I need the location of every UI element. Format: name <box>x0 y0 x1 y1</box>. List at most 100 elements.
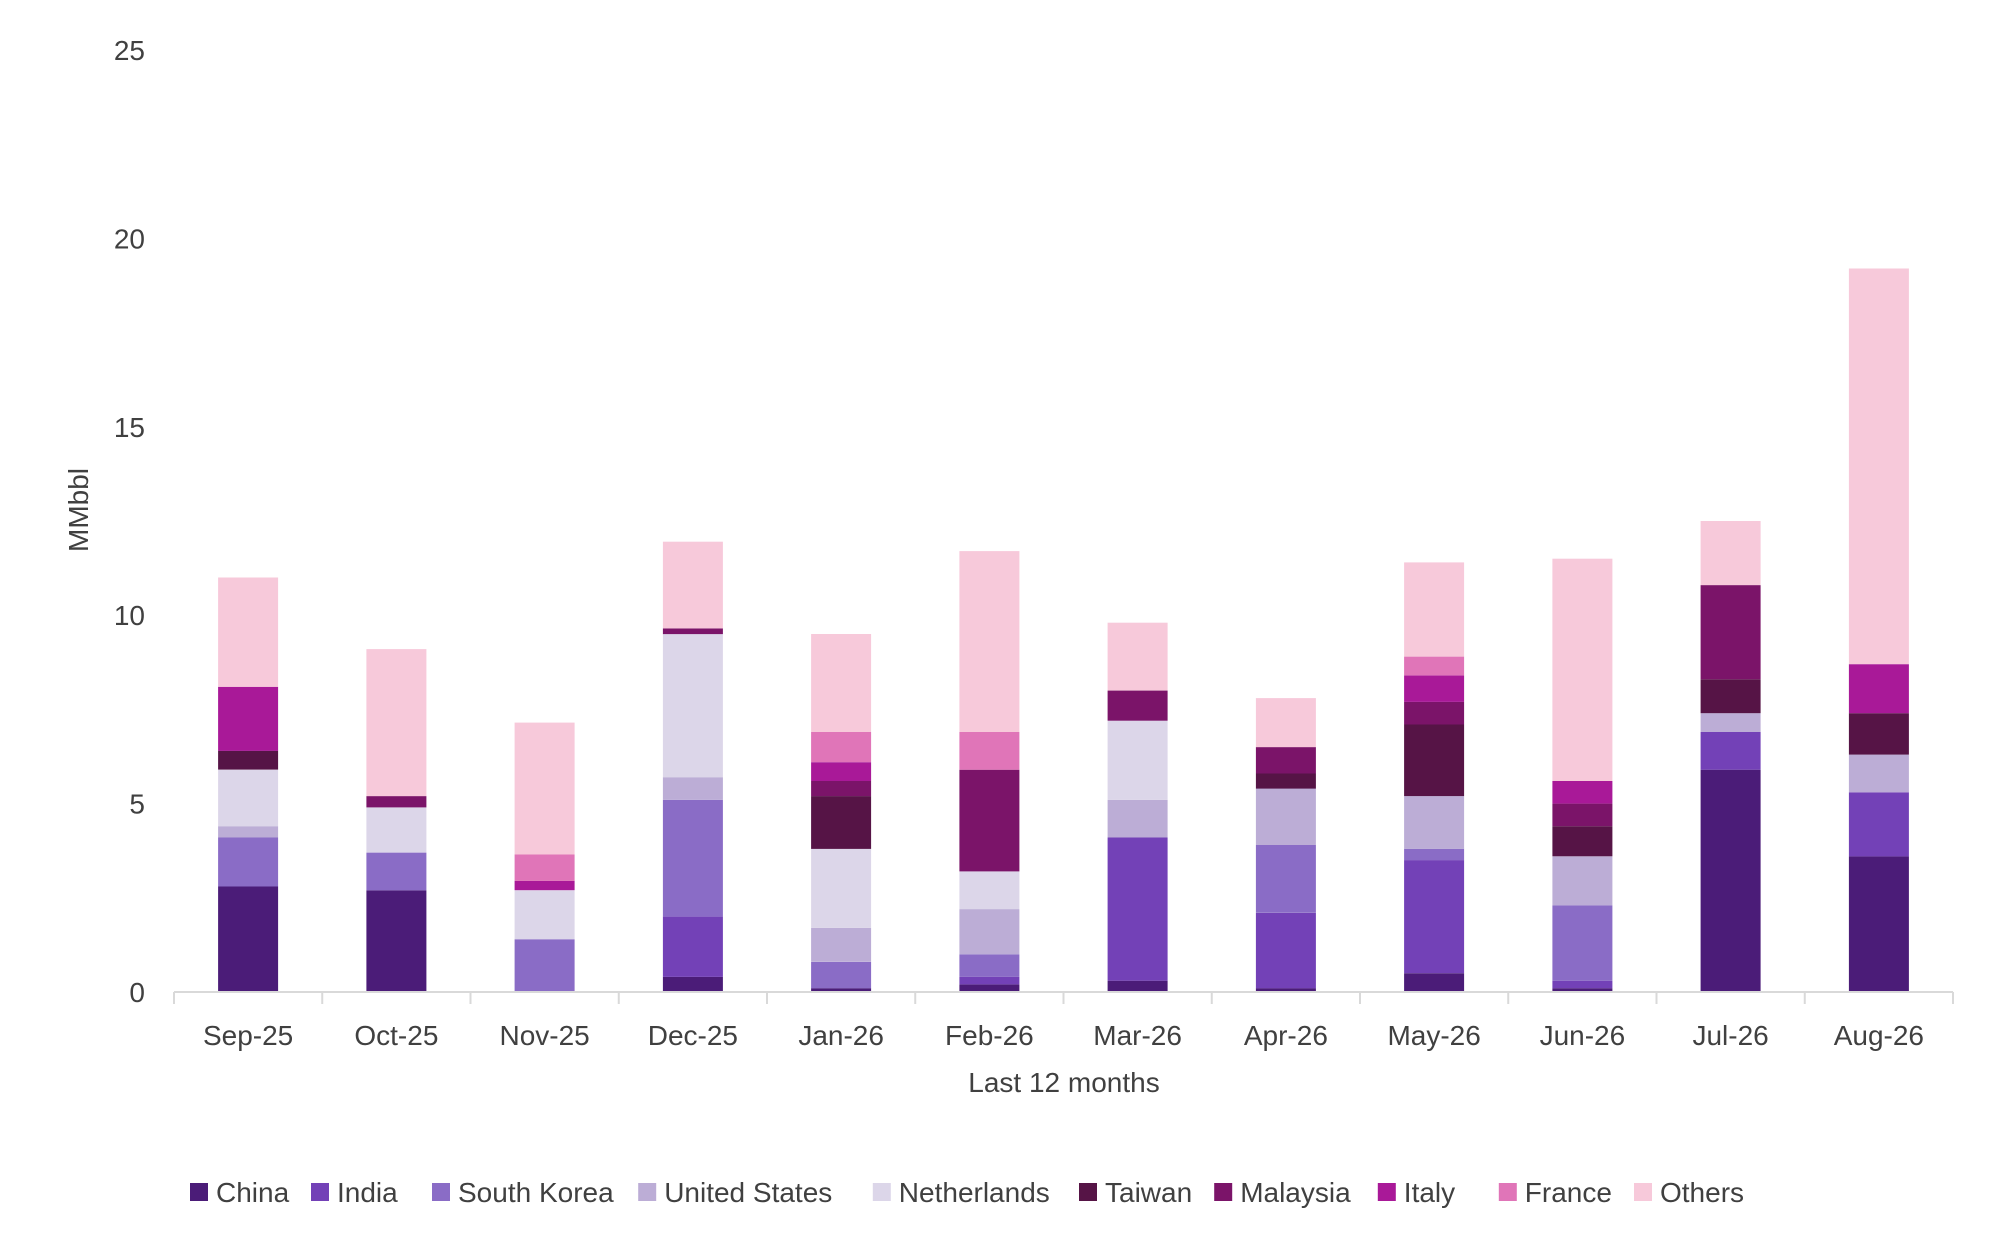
x-axis-title: Last 12 months <box>968 1067 1159 1098</box>
bar-segment-9-5 <box>811 732 872 763</box>
bar-segment-4-1 <box>218 826 279 838</box>
bar-segment-10-1 <box>218 577 279 687</box>
bar-segment-5-3 <box>514 890 575 940</box>
axis-layer: Sep-25 Oct-25 Nov-25 Dec-25 Jan-26 Feb-26 Mar-… <box>114 35 1954 1051</box>
bar-segment-8-3 <box>514 880 575 891</box>
bar-segment-3-2 <box>366 852 427 891</box>
bar-segment-5-2 <box>366 807 427 853</box>
legend-label: Taiwan <box>1105 1177 1192 1208</box>
bar-segment-10-3 <box>514 722 575 855</box>
x-tick-label: May-26 <box>1387 1020 1480 1051</box>
bar-segment-2-9 <box>1404 860 1465 974</box>
legend-swatch <box>1498 1183 1517 1201</box>
x-tick-label: Oct-25 <box>354 1020 438 1051</box>
legend-swatch <box>190 1183 208 1201</box>
bar-segment-6-1 <box>218 750 279 770</box>
legend-label: South Korea <box>458 1177 614 1208</box>
y-tick-label: 10 <box>114 600 145 631</box>
bar-segment-3-8 <box>1255 845 1316 913</box>
x-tick-label: Jun-26 <box>1540 1020 1626 1051</box>
x-tick-label: Apr-26 <box>1244 1020 1328 1051</box>
bar-segment-10-10 <box>1552 558 1613 781</box>
bar-segment-2-10 <box>1552 980 1613 989</box>
bar-segment-7-10 <box>1552 803 1613 827</box>
bar-segment-6-10 <box>1552 826 1613 857</box>
y-tick-label: 15 <box>114 412 145 443</box>
legend-swatch <box>1214 1183 1233 1201</box>
x-tick-label: Sep-25 <box>203 1020 293 1051</box>
bar-segment-8-12 <box>1848 664 1909 714</box>
bar-segment-10-9 <box>1404 562 1465 657</box>
bar-segment-1-1 <box>218 886 279 992</box>
bar-segment-10-11 <box>1700 521 1761 586</box>
bar-segment-10-7 <box>1107 622 1168 691</box>
bar-segment-2-7 <box>1107 837 1168 981</box>
bar-segment-1-12 <box>1848 856 1909 992</box>
bar-segment-1-6 <box>959 984 1020 992</box>
bar-segment-5-1 <box>218 769 279 827</box>
bar-segment-7-8 <box>1255 747 1316 774</box>
legend-item-6: Taiwan <box>1079 1177 1192 1208</box>
bar-segment-4-8 <box>1255 788 1316 845</box>
legend-label: United States <box>664 1177 832 1208</box>
legend-item-2: India <box>311 1177 398 1208</box>
bar-segment-1-10 <box>1552 988 1613 992</box>
legend-item-4: United States <box>638 1177 832 1208</box>
legend-label: China <box>216 1177 290 1208</box>
bars-layer <box>218 268 1909 992</box>
legend: China India South Korea United States Nether… <box>190 1177 1744 1208</box>
legend-swatch <box>872 1183 891 1201</box>
bar-segment-2-4 <box>662 916 723 977</box>
bar-segment-4-4 <box>662 777 723 800</box>
bar-segment-2-11 <box>1700 732 1761 770</box>
x-tick-label: Nov-25 <box>499 1020 589 1051</box>
bar-segment-2-8 <box>1255 912 1316 989</box>
bar-segment-8-1 <box>218 686 279 751</box>
bar-segment-1-5 <box>811 988 872 992</box>
bar-segment-4-10 <box>1552 856 1613 906</box>
bar-segment-5-4 <box>662 634 723 778</box>
bar-segment-9-9 <box>1404 656 1465 676</box>
legend-label: Netherlands <box>899 1177 1050 1208</box>
legend-item-3: South Korea <box>432 1177 614 1208</box>
legend-swatch <box>1634 1183 1652 1201</box>
legend-item-10: Others <box>1634 1177 1744 1208</box>
legend-label: Others <box>1660 1177 1744 1208</box>
bar-segment-6-8 <box>1255 773 1316 789</box>
legend-item-9: France <box>1498 1177 1612 1208</box>
bar-segment-10-5 <box>811 634 872 732</box>
bar-segment-6-11 <box>1700 679 1761 714</box>
legend-item-1: China <box>190 1177 290 1208</box>
bar-segment-3-6 <box>959 954 1020 977</box>
legend-swatch <box>638 1183 657 1201</box>
bar-segment-3-9 <box>1404 848 1465 861</box>
bar-segment-4-12 <box>1848 754 1909 793</box>
bar-segment-3-10 <box>1552 905 1613 981</box>
bar-segment-7-4 <box>662 628 723 635</box>
bar-segment-6-12 <box>1848 713 1909 755</box>
bar-segment-10-2 <box>366 649 427 797</box>
bar-segment-1-8 <box>1255 988 1316 992</box>
bar-segment-7-11 <box>1700 585 1761 680</box>
y-tick-label: 5 <box>129 789 145 820</box>
legend-label: Malaysia <box>1240 1177 1351 1208</box>
y-tick-label: 0 <box>129 977 145 1008</box>
bar-segment-7-5 <box>811 781 872 797</box>
legend-swatch <box>432 1183 450 1201</box>
bar-segment-4-7 <box>1107 799 1168 838</box>
bar-segment-1-11 <box>1700 769 1761 992</box>
legend-label: France <box>1525 1177 1612 1208</box>
bar-segment-4-9 <box>1404 796 1465 849</box>
bar-segment-10-12 <box>1848 268 1909 665</box>
bar-segment-3-4 <box>662 799 723 917</box>
x-tick-label: Jan-26 <box>798 1020 884 1051</box>
x-tick-label: Feb-26 <box>945 1020 1034 1051</box>
y-axis-title: MMbbl <box>63 468 94 552</box>
bar-segment-10-6 <box>959 551 1020 732</box>
bar-segment-3-5 <box>811 961 872 989</box>
bar-segment-4-5 <box>811 927 872 962</box>
bar-segment-2-12 <box>1848 792 1909 857</box>
bar-segment-1-2 <box>366 890 427 992</box>
bar-segment-8-10 <box>1552 781 1613 804</box>
bar-segment-4-11 <box>1700 713 1761 732</box>
